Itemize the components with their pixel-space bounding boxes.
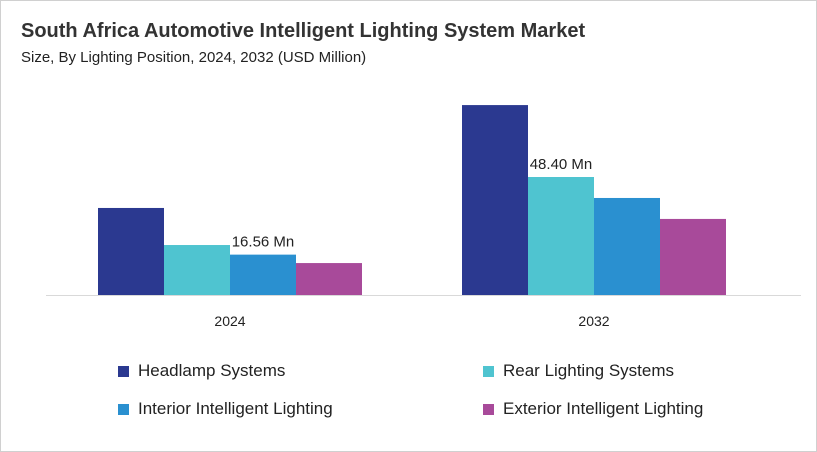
bar-2032-0 bbox=[462, 105, 528, 295]
legend-label: Exterior Intelligent Lighting bbox=[503, 399, 704, 418]
bar-2024-3 bbox=[296, 263, 362, 295]
bar-2024-1 bbox=[164, 245, 230, 295]
x-tick-label: 2024 bbox=[214, 313, 245, 329]
x-tick-label: 2032 bbox=[578, 313, 609, 329]
legend-item: Headlamp Systems bbox=[118, 361, 285, 381]
data-label: 48.40 Mn bbox=[530, 156, 593, 173]
legend-label: Interior Intelligent Lighting bbox=[138, 399, 333, 418]
bar-2032-2 bbox=[594, 197, 660, 295]
chart-subtitle: Size, By Lighting Position, 2024, 2032 (… bbox=[21, 49, 367, 66]
legend-swatch bbox=[118, 365, 129, 377]
data-label: 16.56 Mn bbox=[232, 234, 295, 251]
legend-item: Rear Lighting Systems bbox=[483, 361, 674, 381]
bar-2024-2 bbox=[230, 254, 296, 295]
legend-item: Exterior Intelligent Lighting bbox=[483, 399, 703, 419]
bar-2032-1 bbox=[528, 177, 594, 295]
legend-label: Rear Lighting Systems bbox=[503, 361, 675, 380]
legend-label: Headlamp Systems bbox=[138, 361, 286, 380]
bar-2024-0 bbox=[98, 207, 164, 295]
bar-2032-3 bbox=[660, 218, 726, 295]
chart-title: South Africa Automotive Intelligent Ligh… bbox=[21, 20, 586, 42]
legend-swatch bbox=[118, 403, 129, 415]
legend-item: Interior Intelligent Lighting bbox=[118, 399, 333, 419]
legend-swatch bbox=[483, 365, 494, 377]
legend-swatch bbox=[483, 403, 494, 415]
